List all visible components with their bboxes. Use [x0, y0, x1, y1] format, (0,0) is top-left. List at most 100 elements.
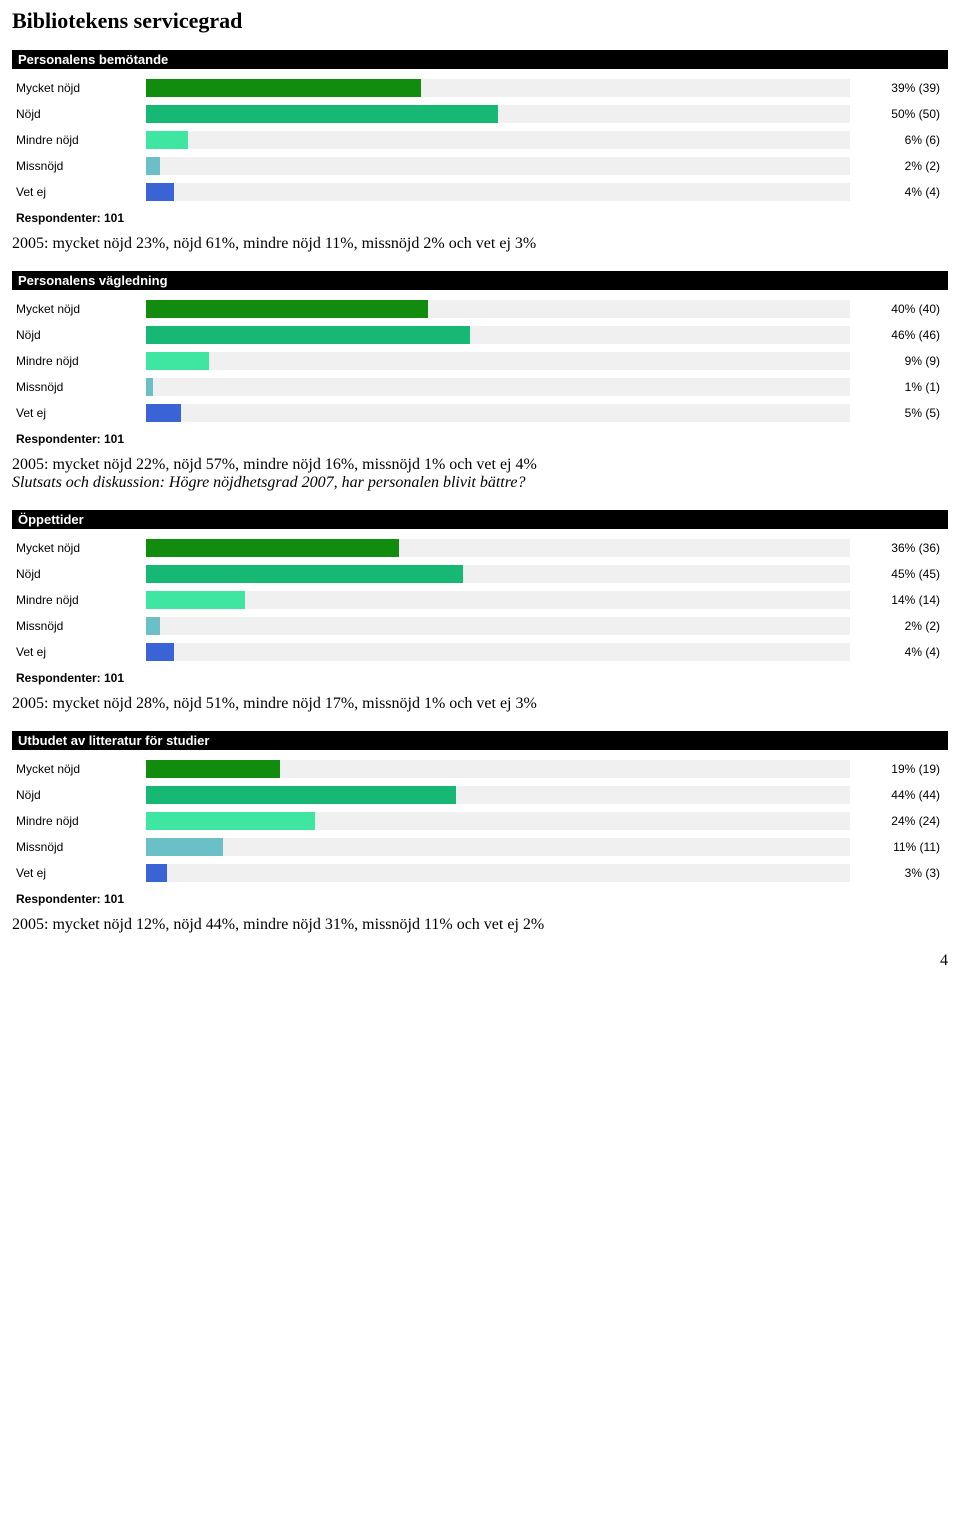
- bar-row: Missnöjd 11% (11): [16, 834, 944, 860]
- bar-track: [146, 378, 850, 396]
- bar-track: [146, 404, 850, 422]
- respondents-label: Respondenter: 101: [16, 892, 944, 906]
- bar-fill: [146, 812, 315, 830]
- bar-value: 6% (6): [850, 133, 944, 147]
- bar-label: Nöjd: [16, 567, 146, 581]
- bar-fill: [146, 643, 174, 661]
- bar-track: [146, 812, 850, 830]
- page-number: 4: [12, 952, 948, 970]
- bar-label: Missnöjd: [16, 159, 146, 173]
- caption-italic: Slutsats och diskussion: Högre nöjdhetsg…: [12, 474, 525, 491]
- bar-fill: [146, 864, 167, 882]
- bar-row: Vet ej3% (3): [16, 860, 944, 886]
- chart-caption: 2005: mycket nöjd 22%, nöjd 57%, mindre …: [12, 456, 948, 492]
- bar-label: Nöjd: [16, 788, 146, 802]
- caption-main: 2005: mycket nöjd 22%, nöjd 57%, mindre …: [12, 456, 537, 473]
- bar-label: Vet ej: [16, 406, 146, 420]
- chart-block: Öppettider Mycket nöjd 36% (36) Nöjd 45% (45…: [12, 510, 948, 689]
- bar-row: Vet ej4% (4): [16, 639, 944, 665]
- bar-label: Vet ej: [16, 645, 146, 659]
- bar-label: Mycket nöjd: [16, 541, 146, 555]
- bar-row: Mindre nöjd 6% (6): [16, 127, 944, 153]
- bar-label: Mycket nöjd: [16, 81, 146, 95]
- chart-caption: 2005: mycket nöjd 23%, nöjd 61%, mindre …: [12, 235, 948, 253]
- bar-value: 2% (2): [850, 159, 944, 173]
- bar-label: Mindre nöjd: [16, 354, 146, 368]
- bar-track: [146, 760, 850, 778]
- bar-value: 5% (5): [850, 406, 944, 420]
- bar-fill: [146, 786, 456, 804]
- bar-label: Nöjd: [16, 107, 146, 121]
- bar-value: 3% (3): [850, 866, 944, 880]
- bar-value: 19% (19): [850, 762, 944, 776]
- bar-label: Mindre nöjd: [16, 133, 146, 147]
- bar-value: 11% (11): [850, 840, 944, 854]
- bar-fill: [146, 79, 421, 97]
- bar-label: Mycket nöjd: [16, 762, 146, 776]
- bar-label: Missnöjd: [16, 380, 146, 394]
- bar-row: Nöjd 46% (46): [16, 322, 944, 348]
- bar-track: [146, 131, 850, 149]
- bar-row: Mindre nöjd14% (14): [16, 587, 944, 613]
- bar-track: [146, 617, 850, 635]
- bar-row: Vet ej 5% (5): [16, 400, 944, 426]
- chart-block: Personalens vägledningMycket nöjd40% (40…: [12, 271, 948, 450]
- bar-track: [146, 79, 850, 97]
- bar-fill: [146, 183, 174, 201]
- bar-fill: [146, 131, 188, 149]
- bar-fill: [146, 591, 245, 609]
- chart-body: Mycket nöjd 36% (36) Nöjd 45% (45) Mindre nö…: [12, 529, 948, 689]
- bar-value: 46% (46): [850, 328, 944, 342]
- chart-title: Öppettider: [12, 510, 948, 529]
- bar-row: Mindre nöjd9% (9): [16, 348, 944, 374]
- bar-label: Missnöjd: [16, 619, 146, 633]
- bar-track: [146, 539, 850, 557]
- respondents-label: Respondenter: 101: [16, 211, 944, 225]
- bar-value: 36% (36): [850, 541, 944, 555]
- bar-value: 45% (45): [850, 567, 944, 581]
- bar-fill: [146, 352, 209, 370]
- bar-fill: [146, 326, 470, 344]
- bar-row: Nöjd 45% (45): [16, 561, 944, 587]
- respondents-label: Respondenter: 101: [16, 671, 944, 685]
- bar-label: Missnöjd: [16, 840, 146, 854]
- bar-track: [146, 565, 850, 583]
- bar-fill: [146, 539, 399, 557]
- bar-fill: [146, 300, 428, 318]
- bar-track: [146, 838, 850, 856]
- bar-value: 2% (2): [850, 619, 944, 633]
- bar-track: [146, 352, 850, 370]
- bar-row: Mindre nöjd24% (24): [16, 808, 944, 834]
- chart-body: Mycket nöjd 19% (19) Nöjd44% (44)Mindre nö…: [12, 750, 948, 910]
- bar-value: 40% (40): [850, 302, 944, 316]
- chart-caption: 2005: mycket nöjd 12%, nöjd 44%, mindre …: [12, 916, 948, 934]
- bar-track: [146, 183, 850, 201]
- bar-track: [146, 864, 850, 882]
- bar-track: [146, 643, 850, 661]
- bar-row: Nöjd44% (44): [16, 782, 944, 808]
- bar-value: 1% (1): [850, 380, 944, 394]
- bar-row: Missnöjd 2% (2): [16, 613, 944, 639]
- bar-fill: [146, 565, 463, 583]
- bar-value: 24% (24): [850, 814, 944, 828]
- bar-row: Mycket nöjd 40% (40): [16, 296, 944, 322]
- caption-main: 2005: mycket nöjd 12%, nöjd 44%, mindre …: [12, 916, 544, 933]
- bar-fill: [146, 105, 498, 123]
- bar-track: [146, 300, 850, 318]
- main-title: Bibliotekens servicegrad: [12, 8, 948, 34]
- bar-value: 39% (39): [850, 81, 944, 95]
- chart-body: Mycket nöjd 40% (40) Nöjd 46% (46) Mindre nö…: [12, 290, 948, 450]
- chart-title: Personalens bemötande: [12, 50, 948, 69]
- chart-block: Utbudet av litteratur för studierMycket …: [12, 731, 948, 910]
- bar-label: Mindre nöjd: [16, 593, 146, 607]
- chart-block: Personalens bemötande Mycket nöjd 39% (39)…: [12, 50, 948, 229]
- bar-label: Mycket nöjd: [16, 302, 146, 316]
- bar-fill: [146, 378, 153, 396]
- bar-row: Mycket nöjd 36% (36): [16, 535, 944, 561]
- chart-title: Utbudet av litteratur för studier: [12, 731, 948, 750]
- bar-track: [146, 326, 850, 344]
- bar-label: Nöjd: [16, 328, 146, 342]
- bar-track: [146, 786, 850, 804]
- bar-fill: [146, 617, 160, 635]
- respondents-label: Respondenter: 101: [16, 432, 944, 446]
